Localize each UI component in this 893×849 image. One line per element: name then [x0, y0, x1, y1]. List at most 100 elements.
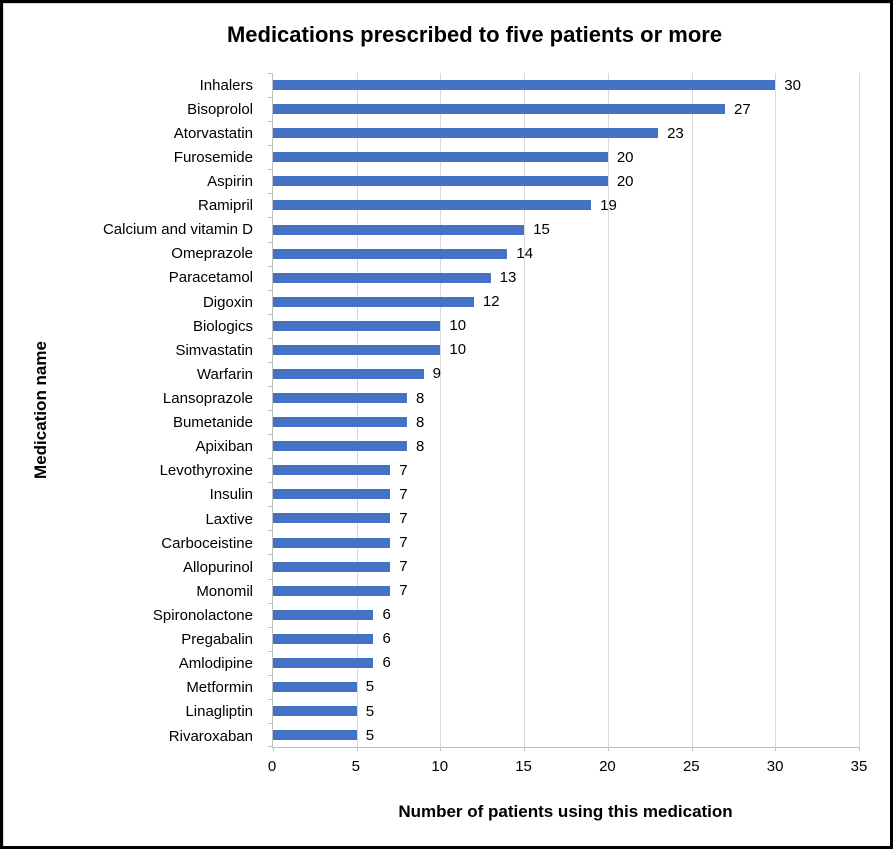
chart-title: Medications prescribed to five patients … [226, 22, 723, 47]
bar-row: 8 [273, 434, 859, 458]
y-axis-tick [268, 722, 272, 724]
bar-row: 10 [273, 338, 859, 362]
gridline [524, 73, 526, 747]
bar-row: 12 [273, 290, 859, 314]
bar-value-label: 13 [499, 269, 517, 287]
bar-row: 8 [273, 386, 859, 410]
y-axis-tick [268, 554, 272, 556]
bar-row: 6 [273, 651, 859, 675]
x-axis-tick [859, 747, 860, 751]
y-axis-tick [268, 698, 272, 700]
bar-value-label: 7 [399, 582, 408, 600]
gridline [440, 73, 442, 747]
bar [273, 657, 374, 668]
category-label: Warfarin [196, 365, 253, 383]
category-label: Spironolactone [152, 606, 253, 624]
bar-row: 15 [273, 217, 859, 241]
y-axis-tick [268, 410, 272, 411]
y-axis-tick [268, 434, 272, 436]
x-axis-title: Number of patients using this medication [398, 802, 733, 821]
y-axis-tick [268, 241, 272, 243]
bar-value-label: 7 [399, 534, 408, 552]
x-tick-label: 0 [267, 758, 277, 775]
bar-value-label: 5 [365, 678, 375, 696]
category-labels: Inhalers Bisoprolol Atorvastatin Furosemide… [3, 73, 263, 748]
bar-row: 5 [273, 723, 859, 747]
bar-value-label: 20 [616, 172, 634, 190]
y-axis-tick [268, 169, 272, 171]
x-axis-tick [691, 747, 693, 751]
y-axis-tick [268, 73, 272, 74]
category-label: Bisoprolol [187, 100, 253, 118]
category-label: Paracetamol [168, 269, 253, 287]
bar-value-label: 6 [382, 654, 391, 672]
bar-row: 19 [273, 193, 859, 217]
y-axis-tick [268, 145, 272, 147]
bar [273, 417, 407, 428]
y-axis-tick [268, 458, 272, 460]
category-label: Simvastatin [175, 341, 253, 359]
category-label: Atorvastatin [173, 124, 253, 142]
x-axis-tick [607, 747, 609, 751]
bar-row: 5 [273, 675, 859, 699]
x-tick-label: 5 [351, 758, 361, 775]
category-label: Lansoprazole [162, 389, 253, 407]
bar-value-label: 20 [616, 148, 634, 166]
bar-row: 7 [273, 555, 859, 579]
bar [273, 368, 424, 379]
bars-layer: 30 27 23 20 20 19 15 14 13 12 10 10 9 8 8 8 7 7 7 7 7 7 6 6 6 5 5 5 [273, 73, 859, 747]
bar [273, 128, 659, 139]
bar [273, 681, 357, 692]
bar [273, 489, 391, 500]
y-axis-tick [268, 97, 272, 99]
bar-value-label: 27 [734, 100, 751, 118]
bar [273, 730, 357, 741]
bar-value-label: 15 [533, 221, 550, 238]
bar-row: 10 [273, 314, 859, 338]
y-axis-tick [268, 289, 272, 291]
bar-value-label: 30 [784, 76, 801, 94]
bar-row: 13 [273, 266, 859, 290]
y-axis-tick [268, 602, 272, 604]
bar [273, 224, 525, 235]
category-label: Insulin [209, 486, 253, 504]
y-axis-tick [268, 121, 272, 123]
x-axis-tick [775, 747, 777, 751]
bar [273, 152, 608, 163]
x-tick-label: 20 [599, 758, 616, 775]
y-axis-tick [268, 217, 272, 219]
category-label: Biologics [192, 317, 253, 335]
bar-row: 5 [273, 699, 859, 723]
bar [273, 200, 592, 211]
bar [273, 272, 491, 283]
bar-row: 14 [273, 242, 859, 266]
x-tick-label: 30 [766, 758, 784, 775]
x-axis-tick [440, 747, 442, 751]
y-axis-tick [268, 361, 272, 363]
y-axis-tick [268, 746, 272, 747]
category-label: Metformin [186, 679, 253, 697]
category-label: Calcium and vitamin D [102, 221, 253, 239]
bar-value-label: 5 [365, 702, 375, 720]
bar [273, 441, 407, 452]
bar-value-label: 7 [399, 461, 408, 479]
bar [273, 80, 776, 91]
bar [273, 344, 441, 355]
bar-row: 7 [273, 579, 859, 603]
bar-row: 7 [273, 482, 859, 506]
y-axis-tick [268, 385, 272, 387]
bar-value-label: 14 [516, 245, 534, 263]
y-axis-tick [268, 506, 272, 508]
bar-value-label: 8 [415, 389, 425, 407]
gridline [607, 73, 609, 747]
bar-value-label: 8 [415, 413, 425, 431]
category-label: Allopurinol [182, 558, 253, 576]
bar-row: 23 [273, 121, 859, 145]
category-label: Bumetanide [172, 414, 253, 432]
bar [273, 585, 391, 596]
category-label: Carboceistine [161, 534, 253, 552]
y-axis-tick [268, 530, 272, 532]
bar-row: 6 [273, 603, 859, 627]
y-axis-tick [268, 482, 272, 484]
